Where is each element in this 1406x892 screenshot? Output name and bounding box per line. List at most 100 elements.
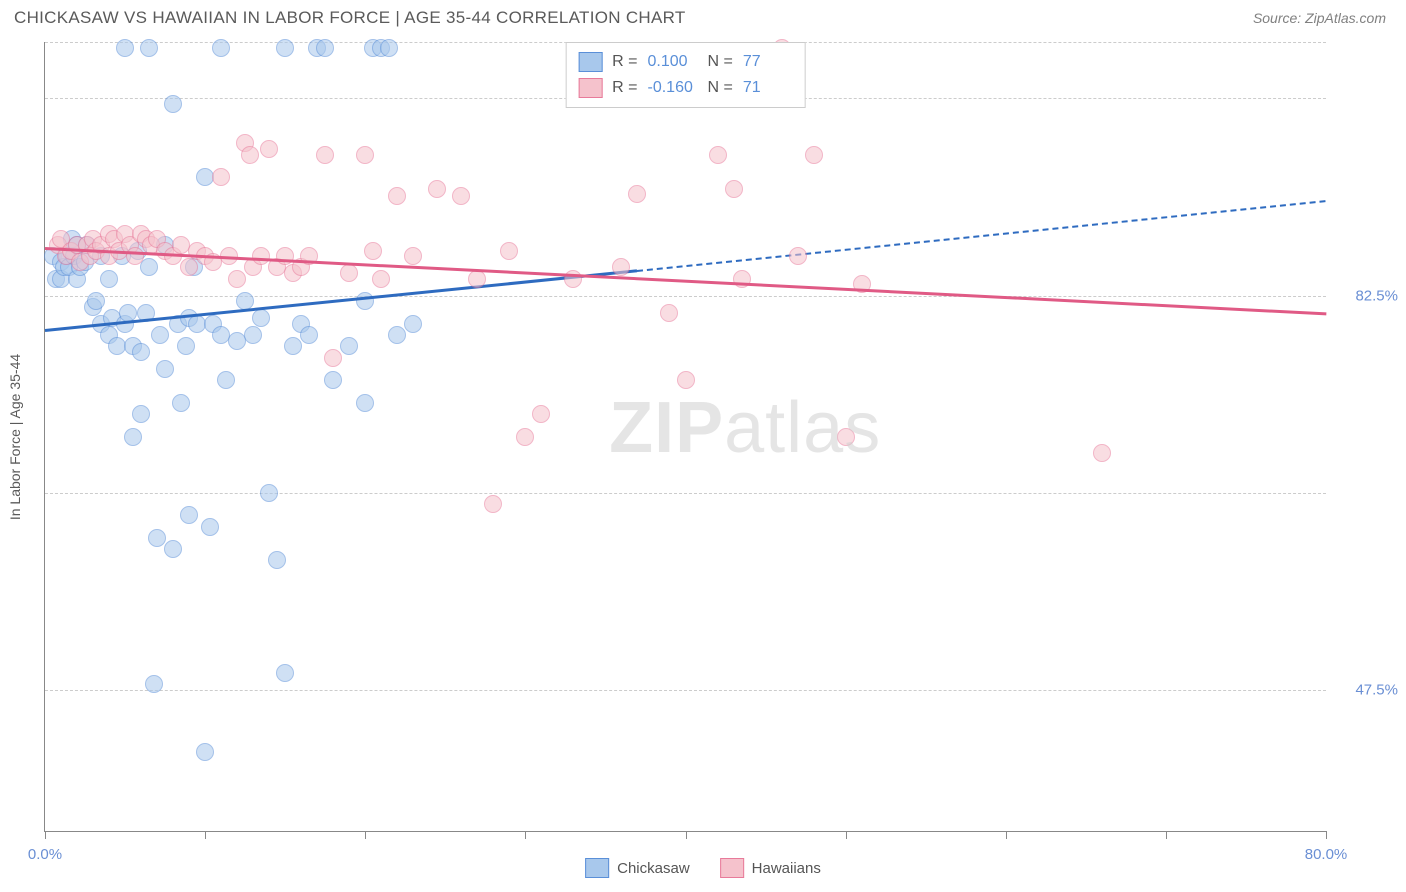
data-point [428,180,446,198]
data-point [340,337,358,355]
legend-swatch [578,52,602,72]
data-point [532,405,550,423]
data-point [140,258,158,276]
x-tick [1166,831,1167,839]
data-point [805,146,823,164]
trend-line [637,200,1326,272]
data-point [87,292,105,310]
data-point [252,309,270,327]
x-tick [1326,831,1327,839]
x-tick [525,831,526,839]
data-point [119,304,137,322]
legend-swatch [578,78,602,98]
data-point [316,146,334,164]
data-point [145,675,163,693]
data-point [164,540,182,558]
data-point [372,270,390,288]
data-point [140,39,158,57]
data-point [516,428,534,446]
legend-swatch [585,858,609,878]
data-point [244,326,262,344]
data-point [837,428,855,446]
data-point [628,185,646,203]
data-point [217,371,235,389]
legend-label: Hawaiians [752,860,821,877]
x-tick-label: 0.0% [28,846,62,863]
data-point [324,349,342,367]
data-point [180,506,198,524]
data-point [212,168,230,186]
n-label: N = [708,53,733,71]
data-point [388,326,406,344]
y-tick-label: 82.5% [1334,287,1398,304]
data-point [725,180,743,198]
x-tick [45,831,46,839]
data-point [180,258,198,276]
gridline [45,690,1326,691]
data-point [789,247,807,265]
legend-swatch [720,858,744,878]
data-point [356,146,374,164]
data-point [612,258,630,276]
data-point [148,529,166,547]
gridline [45,493,1326,494]
y-tick-label: 47.5% [1334,682,1398,699]
data-point [276,664,294,682]
data-point [677,371,695,389]
data-point [340,264,358,282]
data-point [156,360,174,378]
legend-row: R = -0.160 N = 71 [578,75,793,101]
legend-label: Chickasaw [617,860,690,877]
correlation-legend: R =0.100N =77R =-0.160N =71 [565,42,806,108]
data-point [212,39,230,57]
legend-item: Chickasaw [585,858,690,878]
data-point [364,242,382,260]
n-value: 71 [743,79,793,97]
data-point [126,247,144,265]
r-label: R = [612,53,637,71]
legend-item: Hawaiians [720,858,821,878]
data-point [1093,444,1111,462]
data-point [100,270,118,288]
data-point [380,39,398,57]
data-point [260,484,278,502]
data-point [404,247,422,265]
plot-area: 47.5%82.5%0.0%80.0% [45,42,1326,831]
data-point [164,95,182,113]
data-point [151,326,169,344]
x-tick [686,831,687,839]
x-tick [846,831,847,839]
data-point [356,292,374,310]
data-point [388,187,406,205]
data-point [196,743,214,761]
trend-line [45,270,638,333]
data-point [228,270,246,288]
source-label: Source: ZipAtlas.com [1253,10,1386,26]
r-label: R = [612,79,637,97]
data-point [177,337,195,355]
r-value: -0.160 [648,79,698,97]
data-point [260,140,278,158]
data-point [132,343,150,361]
series-legend: Chickasaw Hawaiians [585,858,821,878]
data-point [132,405,150,423]
data-point [201,518,219,536]
data-point [172,394,190,412]
data-point [660,304,678,322]
n-label: N = [708,79,733,97]
data-point [252,247,270,265]
data-point [404,315,422,333]
data-point [452,187,470,205]
data-point [709,146,727,164]
legend-row: R =0.100N =77 [578,49,793,75]
data-point [276,39,294,57]
x-tick [1006,831,1007,839]
r-value: 0.100 [648,53,698,71]
data-point [124,428,142,446]
chart-title: CHICKASAW VS HAWAIIAN IN LABOR FORCE | A… [14,8,686,28]
data-point [284,337,302,355]
data-point [500,242,518,260]
data-point [484,495,502,513]
data-point [324,371,342,389]
data-point [564,270,582,288]
